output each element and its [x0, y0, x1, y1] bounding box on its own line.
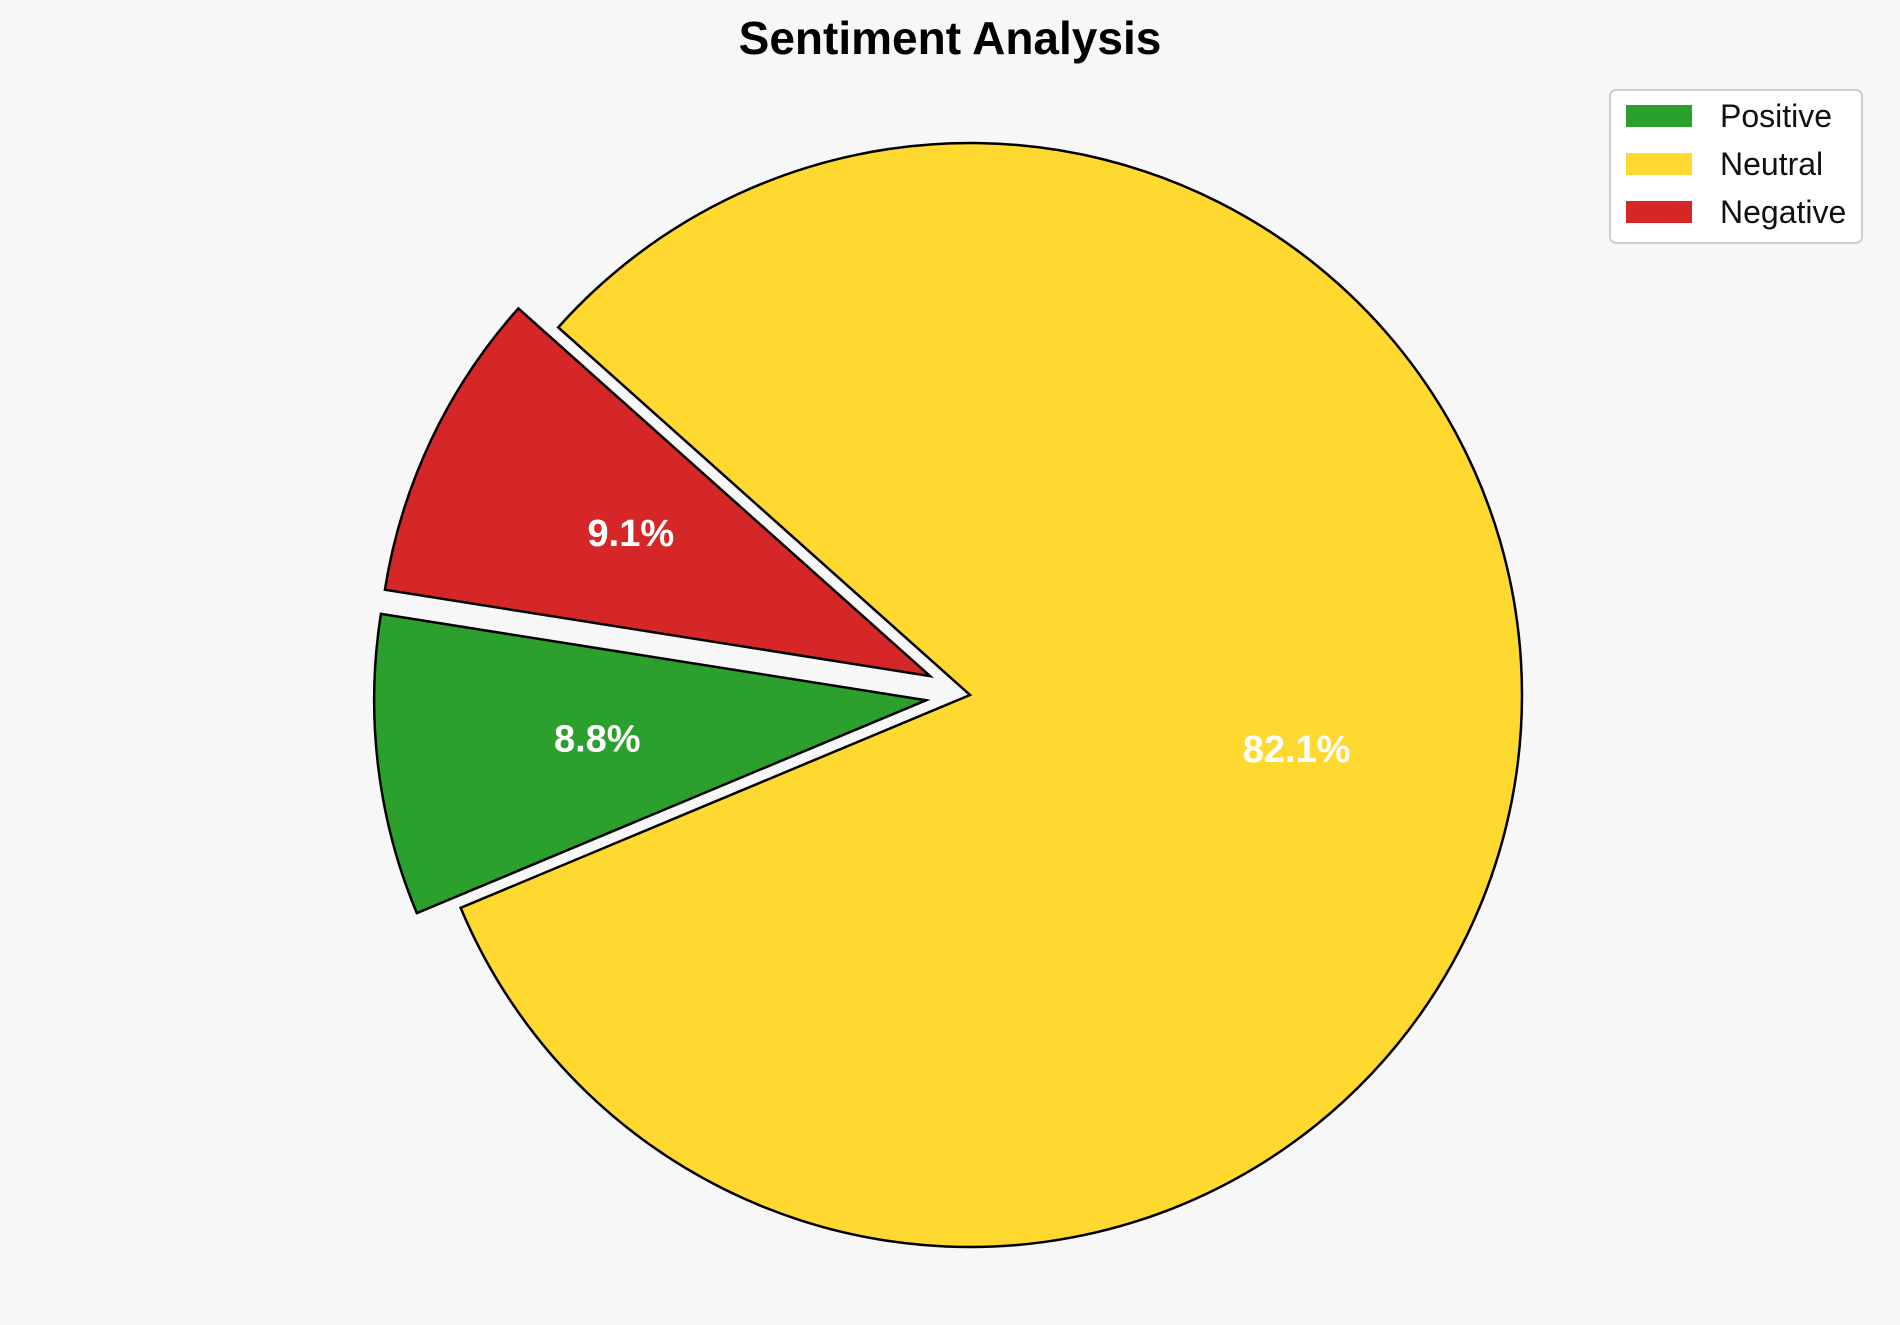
legend-swatch-negative: [1626, 201, 1692, 223]
legend: Positive Neutral Negative: [1609, 89, 1863, 244]
legend-swatch-neutral: [1626, 153, 1692, 175]
pie-slice-neutral: [459, 141, 1524, 1249]
slice-label-neutral: 82.1%: [1243, 729, 1351, 771]
legend-label-positive: Positive: [1720, 98, 1832, 134]
pie-slices: [372, 141, 1524, 1249]
slice-label-negative: 9.1%: [588, 513, 675, 555]
legend-label-negative: Negative: [1720, 194, 1846, 230]
chart-title: Sentiment Analysis: [739, 12, 1162, 64]
legend-swatch-positive: [1626, 105, 1692, 127]
legend-label-neutral: Neutral: [1720, 146, 1823, 182]
pie-slice-positive: [372, 612, 931, 915]
slice-labels: 8.8% 82.1% 9.1%: [554, 513, 1350, 771]
slice-label-positive: 8.8%: [554, 719, 641, 761]
pie-slice-negative: [383, 306, 935, 678]
